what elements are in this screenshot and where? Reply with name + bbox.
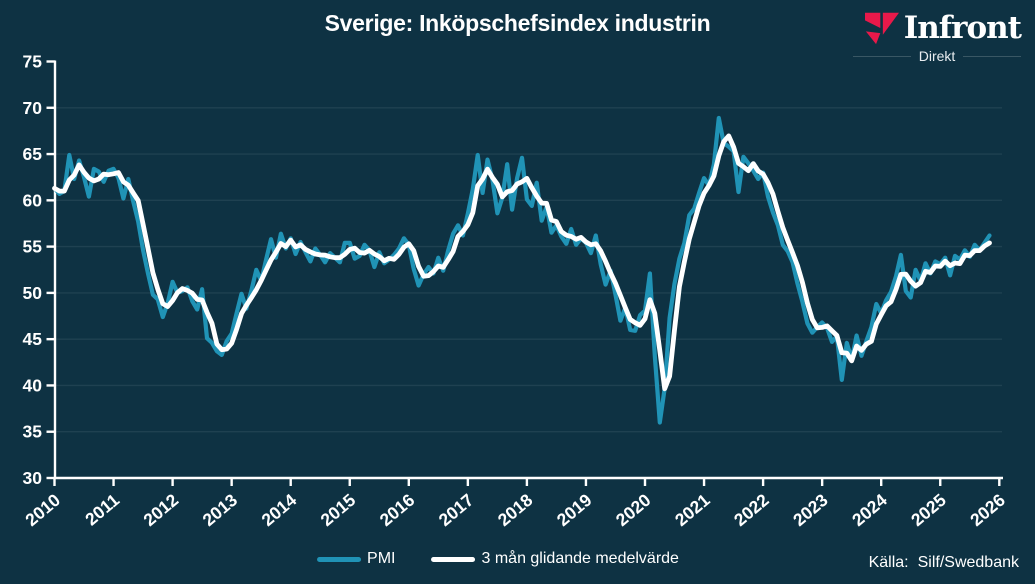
- infront-triangles-icon: [864, 10, 899, 46]
- legend-item-ma: 3 mån glidande medelvärde: [431, 550, 679, 568]
- source-label: Källa:: [868, 554, 909, 571]
- svg-text:2017: 2017: [435, 490, 478, 530]
- svg-text:2019: 2019: [553, 490, 596, 531]
- svg-text:60: 60: [23, 190, 43, 210]
- svg-text:2016: 2016: [376, 490, 419, 531]
- svg-text:2025: 2025: [907, 490, 950, 531]
- svg-text:2018: 2018: [494, 490, 537, 531]
- svg-text:2015: 2015: [317, 490, 360, 531]
- logo-divider-right: [963, 55, 1021, 57]
- svg-text:35: 35: [23, 422, 43, 442]
- legend-label-ma: 3 mån glidande medelvärde: [481, 550, 679, 567]
- svg-text:45: 45: [23, 329, 43, 349]
- infront-logo: Infront Direkt: [853, 10, 1022, 64]
- legend-label-pmi: PMI: [367, 550, 396, 567]
- svg-text:55: 55: [23, 237, 43, 257]
- source-value: Silf/Swedbank: [917, 554, 1019, 571]
- svg-text:2020: 2020: [612, 490, 655, 531]
- svg-text:2023: 2023: [789, 490, 832, 531]
- legend-item-pmi: PMI: [317, 550, 395, 568]
- svg-text:70: 70: [23, 98, 43, 118]
- svg-text:40: 40: [23, 375, 43, 395]
- source-attribution: Källa: Silf/Swedbank: [869, 554, 1019, 572]
- svg-text:75: 75: [23, 52, 43, 72]
- chart-legend: PMI 3 mån glidande medelvärde: [317, 550, 679, 568]
- pmi-line-swatch: [317, 556, 362, 562]
- svg-text:2022: 2022: [730, 490, 773, 531]
- svg-text:2013: 2013: [199, 490, 242, 531]
- svg-text:2024: 2024: [848, 490, 891, 531]
- svg-text:2012: 2012: [139, 490, 182, 531]
- svg-text:2010: 2010: [21, 490, 64, 531]
- svg-text:2011: 2011: [81, 490, 123, 530]
- svg-text:2026: 2026: [966, 490, 1009, 531]
- svg-text:2021: 2021: [671, 490, 714, 531]
- svg-text:65: 65: [23, 144, 43, 164]
- ma-line-swatch: [431, 556, 476, 562]
- logo-divider-left: [853, 55, 911, 57]
- svg-text:50: 50: [23, 283, 43, 303]
- svg-text:30: 30: [23, 468, 43, 488]
- svg-text:2014: 2014: [258, 490, 301, 531]
- infront-logo-text: Infront: [903, 10, 1022, 46]
- chart-title: Sverige: Inköpschefsindex industrin: [324, 10, 711, 36]
- infront-direkt-text: Direkt: [918, 48, 956, 64]
